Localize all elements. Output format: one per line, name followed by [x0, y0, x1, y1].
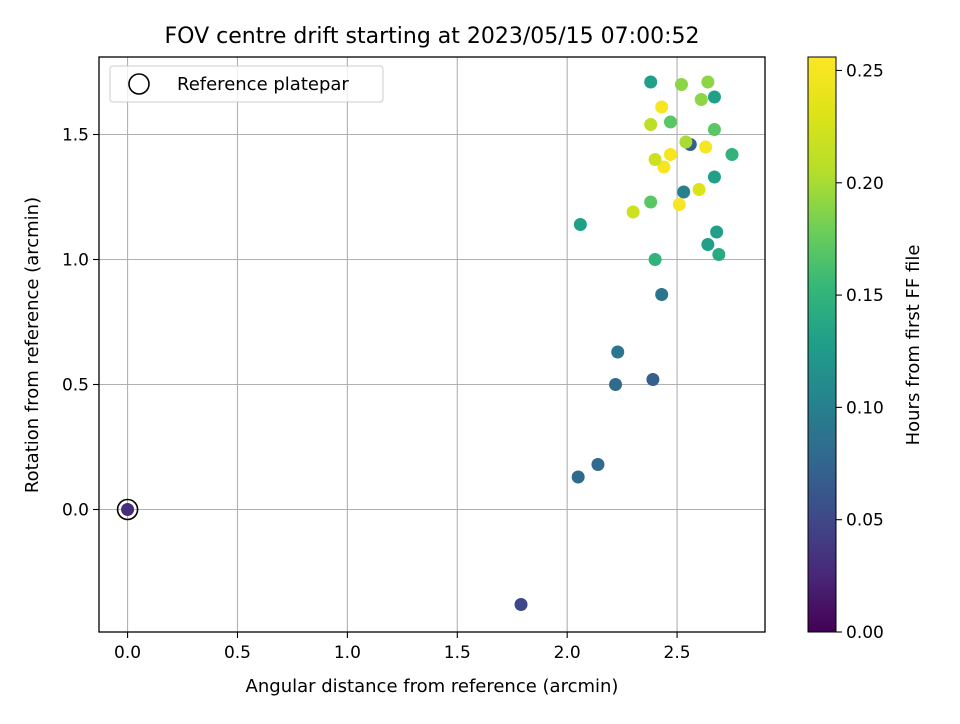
colorbar-ticks: 0.00 0.05 0.10 0.15 0.20 0.25	[836, 61, 884, 643]
data-point	[655, 288, 669, 301]
colorbar-tick-label: 0.15	[846, 286, 884, 306]
reference-platepar-marker	[116, 498, 139, 521]
data-point	[663, 115, 677, 129]
colorbar-gradient	[807, 56, 837, 633]
data-point	[646, 373, 660, 386]
data-point	[663, 148, 677, 161]
y-tick-label: 0.0	[62, 501, 89, 521]
data-point	[626, 205, 640, 219]
colorbar-label: Hours from first FF file	[903, 245, 924, 446]
x-tick-label: 1.0	[334, 643, 361, 663]
legend-box	[109, 65, 384, 103]
x-axis-label: Angular distance from reference (arcmin)	[246, 676, 619, 697]
colorbar-tick-label: 0.10	[846, 398, 884, 418]
plot-frame	[98, 56, 766, 633]
data-point	[648, 253, 662, 266]
legend-entry-reference-platepar: Reference platepar	[177, 74, 349, 95]
data-point	[701, 238, 715, 251]
colorbar-tick-label: 0.20	[846, 174, 884, 194]
data-points	[116, 75, 739, 611]
data-point	[725, 148, 739, 161]
y-axis-ticks: 0.0 0.5 1.0 1.5	[62, 126, 99, 521]
data-point	[644, 75, 658, 89]
colorbar-tick-label: 0.25	[846, 61, 884, 81]
x-tick-label: 0.0	[114, 643, 141, 663]
data-point	[121, 503, 135, 516]
data-point	[611, 345, 625, 359]
x-tick-label: 1.5	[444, 643, 471, 663]
data-point	[674, 78, 688, 91]
chart-title: FOV centre drift starting at 2023/05/15 …	[165, 24, 700, 49]
x-tick-label: 2.5	[664, 643, 691, 663]
y-tick-label: 1.0	[62, 251, 89, 271]
data-point	[707, 123, 721, 136]
legend: Reference platepar	[109, 65, 384, 103]
data-point	[707, 170, 721, 184]
data-point	[701, 75, 715, 89]
data-point	[672, 198, 686, 211]
data-point	[707, 90, 721, 104]
data-point	[712, 248, 726, 261]
data-point	[699, 140, 713, 154]
x-axis-ticks: 0.0 0.5 1.0 1.5 2.0 2.5	[114, 632, 691, 663]
data-point	[591, 458, 605, 471]
data-point	[648, 153, 662, 166]
data-point	[644, 195, 658, 209]
data-point	[710, 225, 724, 239]
x-tick-label: 2.0	[554, 643, 581, 663]
data-point	[644, 118, 658, 131]
data-point	[657, 160, 671, 174]
data-point	[692, 183, 706, 196]
data-point	[573, 218, 587, 231]
y-tick-label: 0.5	[62, 376, 89, 396]
legend-marker-reference	[128, 73, 150, 95]
data-point	[677, 185, 691, 199]
grid-lines	[99, 57, 765, 632]
data-point	[571, 470, 585, 484]
colorbar-tick-label: 0.05	[846, 511, 884, 531]
colorbar-tick-label: 0.00	[846, 623, 884, 643]
data-point	[655, 100, 669, 114]
y-axis-label: Rotation from reference (arcmin)	[22, 197, 43, 493]
y-tick-label: 1.5	[62, 126, 89, 146]
x-tick-label: 0.5	[224, 643, 251, 663]
data-point	[609, 378, 623, 391]
data-point	[694, 93, 708, 106]
data-point	[514, 598, 528, 611]
colorbar: 0.00 0.05 0.10 0.15 0.20 0.25 Hours from firs…	[807, 56, 924, 643]
data-point	[679, 135, 693, 149]
